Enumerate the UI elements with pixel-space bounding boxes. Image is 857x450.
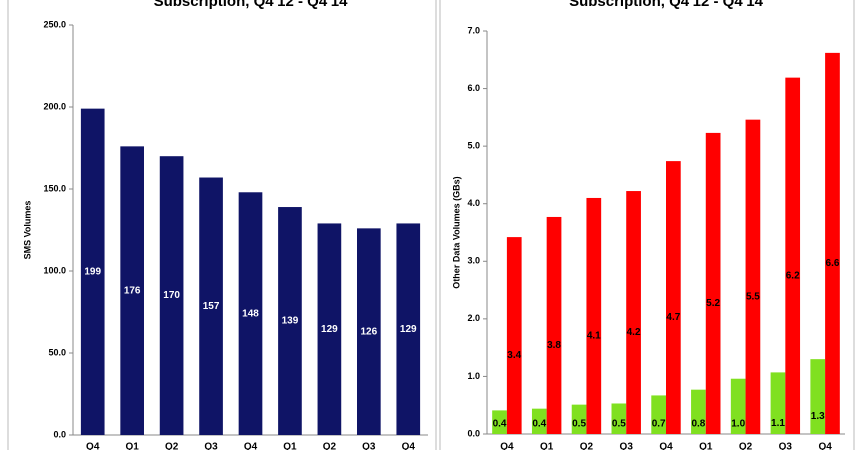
bar — [199, 177, 223, 435]
bar — [317, 223, 342, 435]
x-tick-label: Q4 — [500, 442, 514, 450]
bar — [586, 197, 602, 434]
y-tick-label: 100.0 — [43, 265, 66, 275]
value-label: 157 — [203, 301, 220, 312]
bar — [691, 389, 706, 434]
y-tick-label: 2.0 — [467, 313, 480, 323]
value-label: 6.6 — [826, 258, 840, 269]
value-label: 1.3 — [811, 411, 825, 422]
panel-frame — [7, 0, 437, 450]
bar — [626, 191, 641, 434]
x-tick-label: Q4 — [402, 442, 416, 450]
y-tick-label: 5.0 — [467, 141, 480, 151]
x-tick-label: Q3 — [362, 442, 376, 450]
value-label: 0.4 — [532, 419, 546, 430]
bar — [770, 372, 786, 434]
bar — [571, 404, 587, 434]
chart-title: Subscription, Q4'12 - Q4'14 — [569, 0, 764, 10]
y-axis-label: Other Data Volumes (GBs) — [451, 176, 461, 288]
bar — [492, 410, 507, 434]
bar — [396, 223, 421, 435]
x-tick-label: Q2 — [739, 442, 753, 450]
value-label: 0.4 — [493, 419, 507, 430]
value-label: 5.2 — [706, 298, 720, 309]
value-label: 0.5 — [572, 419, 586, 430]
y-tick-label: 0.0 — [467, 428, 480, 438]
bar — [825, 52, 840, 435]
y-tick-label: 1.0 — [467, 371, 480, 381]
x-tick-label: Q1 — [699, 442, 713, 450]
x-tick-label: Q3 — [779, 442, 793, 450]
y-axis-label: SMS Volumes — [22, 201, 32, 260]
value-label: 4.1 — [587, 331, 601, 342]
value-label: 3.8 — [547, 340, 561, 351]
value-label: 1.0 — [731, 419, 745, 430]
value-label: 1.1 — [771, 418, 785, 429]
y-tick-label: 4.0 — [467, 198, 480, 208]
value-label: 139 — [282, 316, 299, 327]
panel-frame — [439, 0, 855, 450]
y-tick-label: 7.0 — [467, 25, 480, 35]
value-label: 129 — [321, 324, 338, 335]
x-tick-label: Q1 — [125, 442, 139, 450]
y-tick-label: 150.0 — [43, 183, 66, 193]
x-tick-label: Q2 — [165, 442, 179, 450]
bar — [120, 146, 144, 436]
bar — [745, 119, 761, 434]
x-tick-label: Q2 — [323, 442, 337, 450]
bar — [357, 228, 381, 435]
x-tick-label: Q1 — [283, 442, 297, 450]
y-tick-label: 0.0 — [53, 429, 66, 439]
value-label: 4.7 — [666, 312, 680, 323]
bar — [531, 408, 547, 434]
value-label: 4.2 — [627, 327, 641, 338]
bar — [705, 132, 721, 434]
x-tick-label: Q3 — [204, 442, 218, 450]
value-label: 126 — [360, 326, 377, 337]
value-label: 0.8 — [691, 419, 705, 430]
value-label: 176 — [124, 285, 141, 296]
bar — [666, 161, 681, 434]
y-tick-label: 3.0 — [467, 256, 480, 266]
value-label: 0.7 — [652, 419, 666, 430]
x-tick-label: Q4 — [818, 442, 832, 450]
bar — [546, 216, 562, 434]
bar — [611, 403, 627, 434]
bar — [785, 77, 801, 434]
bar — [159, 156, 184, 435]
value-label: 3.4 — [507, 350, 521, 361]
x-tick-label: Q4 — [86, 442, 100, 450]
bar — [730, 378, 746, 434]
y-tick-label: 200.0 — [43, 101, 66, 111]
x-tick-label: Q4 — [659, 442, 673, 450]
chart-title: Subscription, Q4'12 - Q4'14 — [154, 0, 349, 10]
x-tick-label: Q3 — [620, 442, 634, 450]
value-label: 5.5 — [746, 291, 760, 302]
bar — [80, 108, 105, 435]
value-label: 6.2 — [786, 270, 800, 281]
bar — [238, 192, 263, 435]
bar — [651, 395, 666, 434]
y-tick-label: 250.0 — [43, 19, 66, 29]
value-label: 148 — [242, 308, 259, 319]
x-tick-label: Q1 — [540, 442, 554, 450]
value-label: 129 — [400, 324, 417, 335]
bar — [506, 237, 522, 434]
x-tick-label: Q4 — [244, 442, 258, 450]
bar — [278, 207, 302, 435]
y-tick-label: 50.0 — [48, 347, 66, 357]
y-tick-label: 6.0 — [467, 83, 480, 93]
value-label: 0.5 — [612, 419, 626, 430]
bar — [810, 359, 826, 434]
x-tick-label: Q2 — [580, 442, 594, 450]
value-label: 170 — [163, 290, 180, 301]
value-label: 199 — [84, 266, 101, 277]
